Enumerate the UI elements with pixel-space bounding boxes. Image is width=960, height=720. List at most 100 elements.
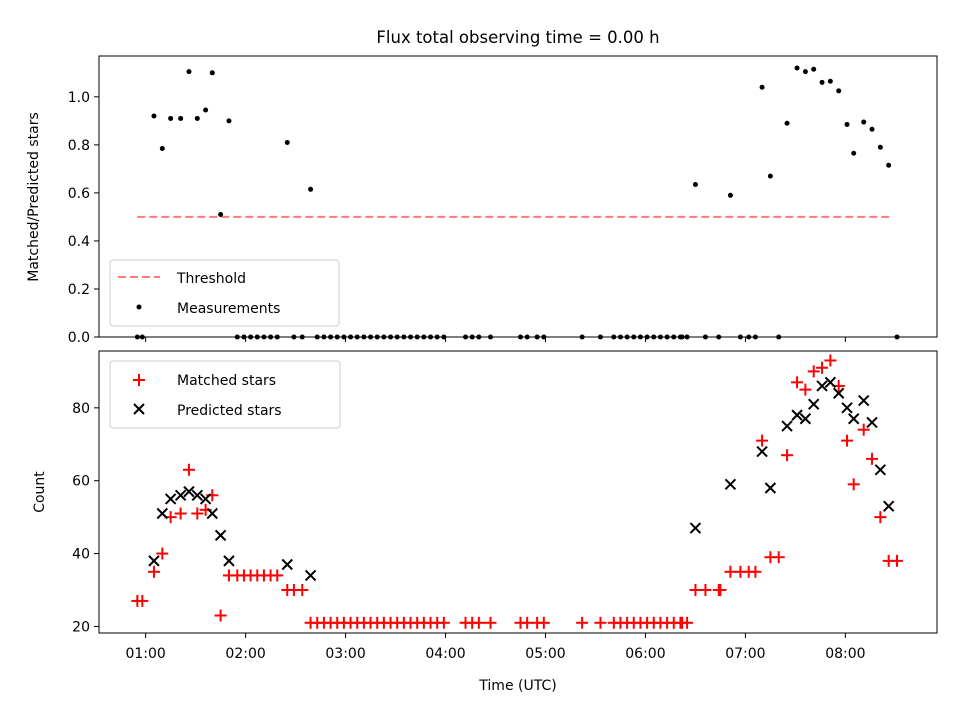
matched-star-point: [874, 511, 887, 524]
matched-star-point: [136, 594, 149, 607]
bottom-legend-box: [109, 360, 341, 429]
bottom-x-tick-label: 05:00: [525, 646, 565, 662]
top-y-tick-label: 0.4: [68, 234, 90, 250]
matched-star-point: [772, 551, 785, 564]
matched-star-point: [576, 616, 589, 629]
measurement-point: [869, 126, 875, 132]
predicted-star-point: [214, 529, 227, 542]
measurement-point: [759, 84, 765, 90]
matched-star-point: [807, 365, 820, 378]
bottom-axes-frame: [98, 350, 938, 634]
legend-threshold-label: Threshold: [176, 271, 246, 287]
predicted-star-point: [781, 420, 793, 432]
measurement-point: [767, 173, 773, 179]
bottom-x-tick-label: 04:00: [425, 646, 465, 662]
predicted-star-point: [847, 413, 860, 425]
predicted-star-point: [866, 416, 878, 429]
legend-measurements-marker: [136, 304, 142, 310]
predicted-star-point: [304, 569, 317, 582]
predicted-star-point: [281, 558, 293, 571]
measurement-point: [844, 121, 850, 127]
matched-star-point: [296, 584, 309, 597]
matched-star-point: [214, 609, 227, 622]
measurement-point: [151, 113, 157, 119]
matched-star-point: [484, 616, 497, 629]
matched-star-point: [182, 463, 195, 476]
measurement-point: [284, 139, 290, 145]
predicted-star-point: [857, 394, 870, 407]
top-x-ticks: [145, 337, 846, 342]
predicted-star-point: [174, 489, 187, 501]
top-panel: 0.0 0.2 0.4 0.6 0.8 1.0 Matched/Predicted sta…: [26, 55, 938, 346]
measurement-point: [811, 66, 817, 72]
top-y-tick-label: 1.0: [68, 90, 90, 106]
predicted-star-point: [799, 413, 812, 425]
matched-star-point: [891, 554, 904, 567]
matched-star-point: [841, 434, 854, 447]
measurement-point: [186, 69, 192, 75]
bottom-x-tick-label: 07:00: [725, 646, 765, 662]
measurement-point: [218, 212, 224, 218]
predicted-star-point: [808, 398, 820, 410]
bottom-plot-area: [131, 354, 904, 629]
measurement-point: [794, 65, 800, 71]
matched-star-point: [866, 452, 879, 465]
top-y-tick-label: 0.2: [68, 282, 90, 298]
measurement-point: [203, 107, 209, 113]
top-legend-box: [109, 259, 340, 327]
predicted-star-point: [191, 489, 204, 501]
matched-star-point: [681, 616, 694, 629]
measurement-point: [851, 150, 857, 156]
bottom-x-tick-label: 08:00: [825, 646, 865, 662]
measurement-point: [209, 70, 215, 76]
matched-star-point: [847, 478, 860, 491]
matched-star-point: [781, 449, 794, 462]
predicted-star-point: [148, 555, 160, 567]
bottom-y-tick-label: 60: [72, 474, 90, 490]
predicted-star-point: [206, 507, 218, 520]
measurement-point: [877, 144, 883, 150]
predicted-star-point: [841, 402, 853, 414]
matched-star-point: [824, 354, 837, 367]
predicted-star-point: [816, 380, 828, 392]
matched-star-point: [191, 507, 204, 520]
legend-predicted-label: Predicted stars: [177, 403, 282, 419]
measurement-point: [861, 119, 867, 125]
bottom-x-ticks: 01:00 02:00 03:00 04:00 05:00 06:00 07:00 08:00: [125, 633, 866, 662]
bottom-y-tick-label: 20: [72, 619, 90, 635]
matched-star-point: [749, 565, 762, 578]
predicted-star-point: [764, 482, 777, 494]
matched-star-point: [699, 584, 712, 597]
matched-star-point: [271, 569, 284, 582]
top-y-tick-label: 0.8: [68, 138, 90, 154]
measurement-point: [159, 145, 165, 151]
measurement-point: [692, 181, 698, 187]
predicted-star-point: [223, 555, 235, 567]
matched-star-point: [714, 584, 727, 597]
matched-star-point: [437, 616, 450, 629]
top-y-tick-label: 0.6: [68, 186, 90, 202]
top-y-axis-label: Matched/Predicted stars: [26, 112, 42, 282]
bottom-x-tick-label: 03:00: [325, 646, 365, 662]
measurement-point: [827, 78, 833, 84]
legend-predicted-marker: [133, 403, 145, 415]
matched-star-point: [472, 616, 485, 629]
measurement-point: [226, 118, 232, 124]
matched-star-point: [791, 376, 804, 389]
predicted-star-point: [756, 445, 768, 458]
bottom-x-tick-label: 01:00: [125, 646, 165, 662]
matched-star-point: [537, 616, 550, 629]
bottom-x-tick-label: 06:00: [625, 646, 665, 662]
predicted-star-point: [724, 478, 737, 491]
matched-star-point: [156, 547, 169, 560]
bottom-y-axis-label: Count: [32, 471, 48, 513]
predicted-star-point: [791, 409, 803, 421]
predicted-star-point: [882, 500, 895, 512]
predicted-star-point: [156, 507, 169, 520]
measurement-point: [727, 192, 733, 198]
predicted-star-point: [199, 493, 212, 505]
measurement-point: [194, 115, 200, 121]
top-y-tick-label: 0.0: [68, 330, 90, 346]
